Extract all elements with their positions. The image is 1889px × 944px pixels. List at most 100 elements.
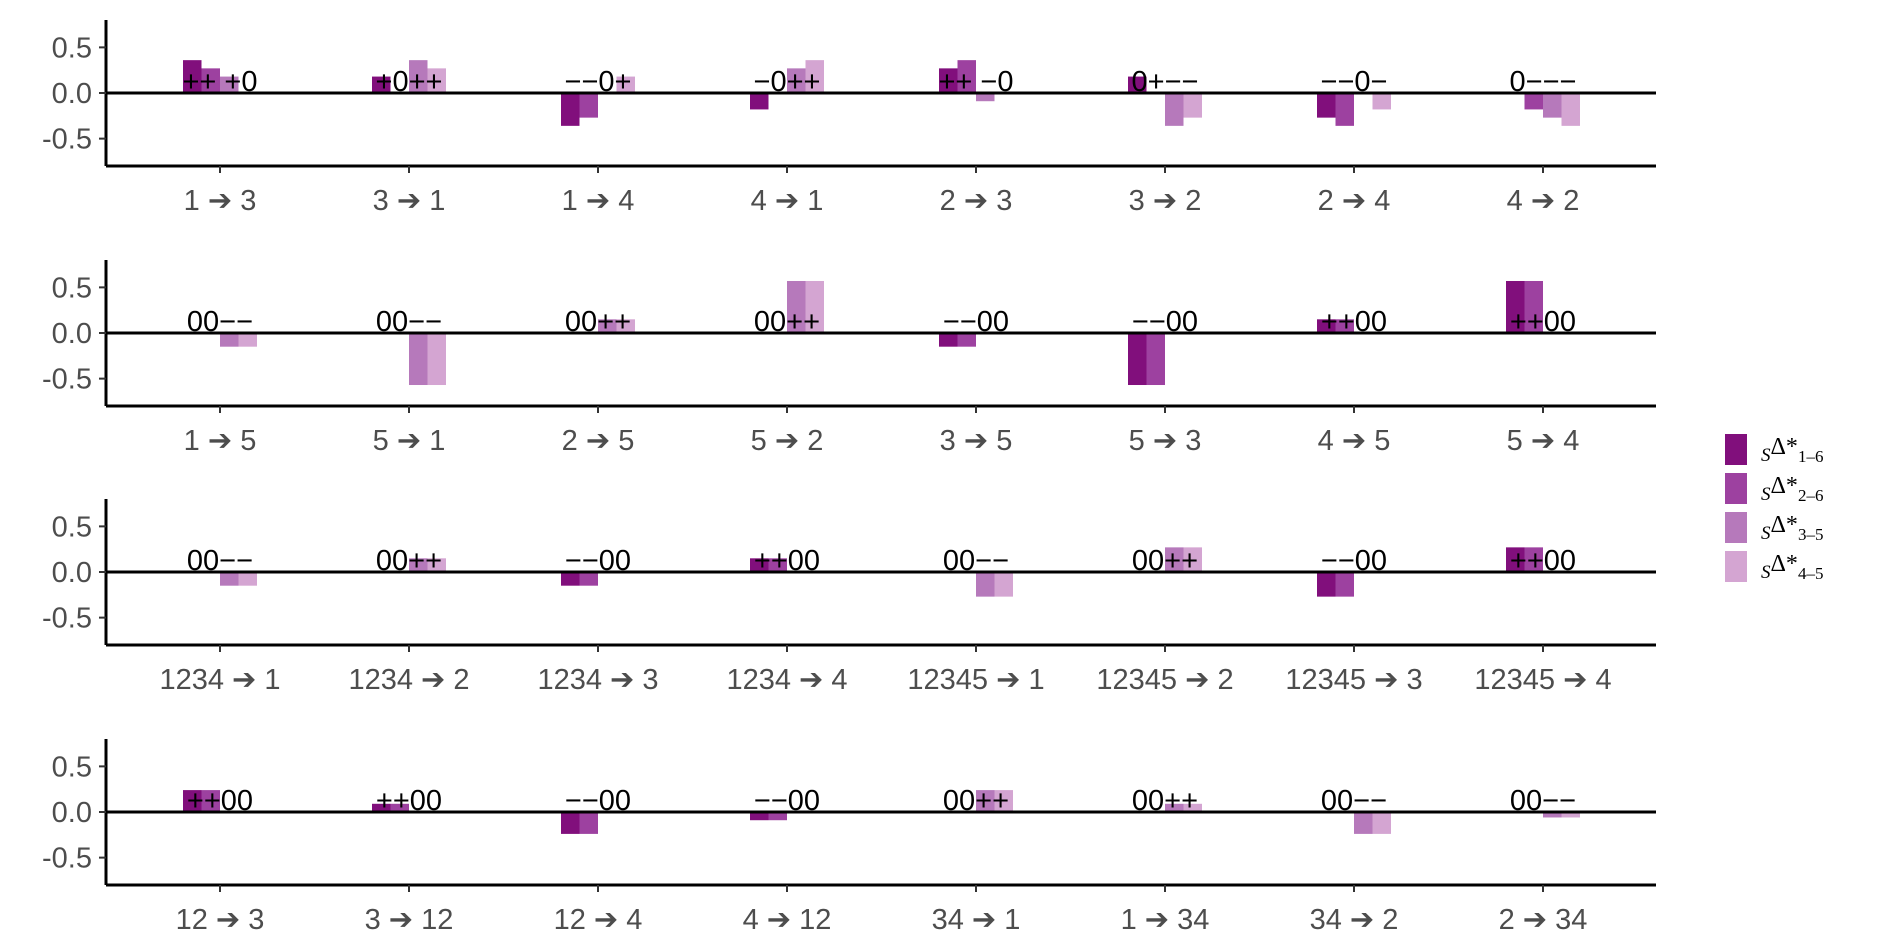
bar-2-series-1	[372, 76, 391, 93]
x-tick-label: 5 ➔ 3	[1129, 425, 1202, 457]
bar-6-series-3	[1165, 93, 1184, 126]
legend-label-3: SΔ*3–5	[1761, 512, 1823, 544]
bar-3-series-3	[598, 319, 617, 333]
data-label: −−0−	[1321, 66, 1388, 98]
data-label: 00++	[1132, 785, 1198, 817]
data-label: 0+−−	[1132, 66, 1199, 98]
bar-7-series-2	[1335, 93, 1354, 126]
bar-4-series-3	[787, 68, 806, 93]
bar-4-series-4	[805, 60, 824, 93]
bar-4-series-4	[805, 280, 824, 333]
data-label: 00−−	[943, 545, 1009, 577]
x-tick-label: 5 ➔ 2	[751, 425, 824, 457]
bar-2-series-3	[409, 558, 428, 572]
y-tick-label: -0.5	[42, 843, 92, 875]
bar-1-series-3	[220, 333, 239, 347]
bar-1-series-4	[238, 572, 257, 586]
x-tick-label: 12345 ➔ 4	[1474, 664, 1611, 696]
x-tick-label: 4 ➔ 1	[751, 185, 824, 217]
bar-8-series-2	[1524, 93, 1543, 110]
bar-1-series-2	[201, 68, 220, 93]
legend-swatch-2	[1725, 473, 1747, 504]
x-tick-label: 12345 ➔ 2	[1096, 664, 1233, 696]
bar-2-series-4	[427, 68, 446, 93]
bar-1-series-3	[220, 572, 239, 586]
bar-3-series-2	[579, 572, 598, 586]
data-label: 00−−	[1510, 785, 1576, 817]
legend-swatch-4	[1725, 551, 1747, 582]
bar-1-series-1	[183, 60, 202, 93]
x-tick-label: 1234 ➔ 1	[159, 664, 280, 696]
bar-4-series-1	[750, 93, 769, 110]
x-tick-label: 4 ➔ 12	[743, 904, 832, 936]
bar-3-series-1	[561, 93, 580, 126]
bar-5-series-1	[939, 333, 958, 347]
data-label: 00++	[754, 306, 820, 338]
data-label: 00−−	[1321, 785, 1387, 817]
bar-1-series-3	[220, 76, 239, 93]
data-label: 00++	[565, 306, 631, 338]
legend: SΔ*1–6 SΔ*2–6 SΔ*3–5 SΔ*4–5	[1725, 434, 1823, 583]
data-label: −−00	[565, 545, 631, 577]
y-tick-label: 0.5	[52, 32, 92, 64]
panel-4: 0.5 0.0 -0.5 ++00 ++00 −−00 −−00 00++ 00++ 00−− 00…	[42, 739, 1656, 936]
legend-label-4: SΔ*4–5	[1761, 551, 1823, 583]
bar-4-series-2	[768, 812, 787, 821]
bar-6-series-3	[1165, 547, 1184, 572]
y-tick-label: -0.5	[42, 603, 92, 635]
bar-8-series-4	[1561, 93, 1580, 126]
bar-8-series-3	[1543, 93, 1562, 118]
data-label: −0++	[754, 66, 821, 98]
data-label: ++ −0	[939, 66, 1014, 98]
x-tick-label: 1234 ➔ 2	[348, 664, 469, 696]
y-tick-label: 0.0	[52, 797, 92, 829]
y-tick-label: 0.5	[52, 272, 92, 304]
bar-3-series-1	[561, 572, 580, 586]
bar-2-series-1	[372, 803, 391, 812]
data-label: 0−−−	[1510, 66, 1577, 98]
bar-5-series-1	[939, 68, 958, 93]
y-tick-label: 0.5	[52, 751, 92, 783]
x-tick-label: 3 ➔ 12	[365, 904, 454, 936]
data-label: −−00	[565, 785, 631, 817]
x-tick-label: 12 ➔ 4	[554, 904, 643, 936]
data-label: 00−−	[187, 306, 253, 338]
data-label: ++00	[754, 545, 820, 577]
bar-4-series-1	[750, 558, 769, 572]
legend-swatch-3	[1725, 512, 1747, 543]
bar-5-series-2	[957, 333, 976, 347]
bar-2-series-4	[427, 333, 446, 386]
x-tick-label: 3 ➔ 2	[1129, 185, 1202, 217]
data-label: ++00	[1321, 306, 1387, 338]
bar-8-series-1	[1506, 280, 1525, 333]
legend-label-2: SΔ*2–6	[1761, 473, 1823, 505]
bar-6-series-3	[1165, 803, 1184, 812]
bar-1-series-4	[238, 333, 257, 347]
bar-7-series-2	[1335, 572, 1354, 597]
panel-2: 0.5 0.0 -0.5 00−− 00−− 00++ 00++ −−00 −−00 ++00 ++…	[42, 260, 1656, 457]
bar-8-series-2	[1524, 280, 1543, 333]
data-label: ++00	[1510, 306, 1576, 338]
data-label: ++00	[1510, 545, 1576, 577]
x-tick-label: 4 ➔ 5	[1318, 425, 1391, 457]
x-tick-label: 5 ➔ 4	[1507, 425, 1580, 457]
y-tick-label: 0.0	[52, 78, 92, 110]
y-tick-label: 0.0	[52, 557, 92, 589]
data-label: 00++	[1132, 545, 1198, 577]
bar-7-series-4	[1372, 812, 1391, 834]
bar-7-series-1	[1317, 319, 1336, 333]
bar-5-series-4	[994, 790, 1013, 812]
bar-5-series-3	[976, 572, 995, 597]
bar-2-series-3	[409, 60, 428, 93]
bar-2-series-3	[409, 333, 428, 386]
bar-3-series-4	[616, 76, 635, 93]
x-tick-label: 1234 ➔ 4	[726, 664, 847, 696]
x-tick-label: 1234 ➔ 3	[537, 664, 658, 696]
bar-1-series-1	[183, 790, 202, 812]
bar-2-series-4	[427, 558, 446, 572]
x-tick-label: 2 ➔ 4	[1318, 185, 1391, 217]
bar-1-series-2	[201, 790, 220, 812]
legend-label-1: SΔ*1–6	[1761, 434, 1823, 466]
y-tick-label: -0.5	[42, 364, 92, 396]
bar-6-series-1	[1128, 333, 1147, 386]
